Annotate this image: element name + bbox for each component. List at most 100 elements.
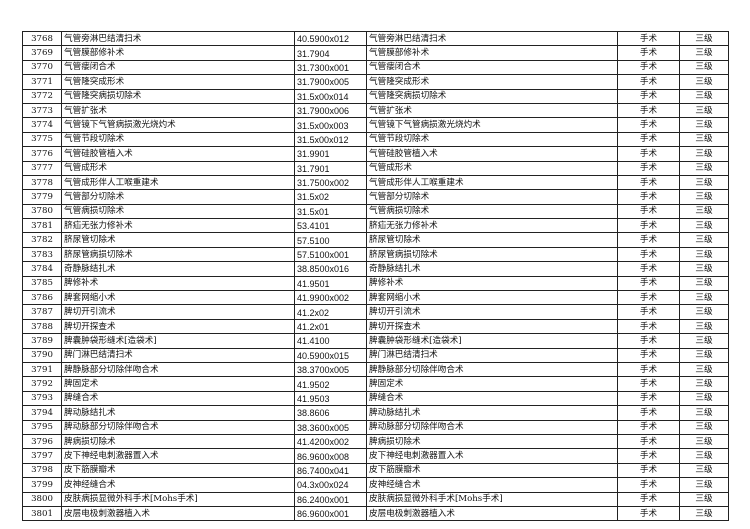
table-row: 3781 脐疝无张力修补术 53.4101 脐疝无张力修补术 手术 三级 — [22, 218, 729, 234]
procedure-type: 手术 — [617, 88, 680, 104]
procedure-level: 三级 — [679, 59, 729, 76]
procedure-name-alt: 气管病损切除术 — [366, 203, 618, 220]
table-row: 3774 气管镜下气管病损激光烧灼术 31.5x00x003 气管镜下气管病损激光烧灼… — [22, 117, 729, 133]
procedure-name: 气管节段切除术 — [61, 131, 295, 148]
row-index: 3768 — [22, 30, 62, 47]
row-index: 3772 — [22, 88, 62, 104]
procedure-type: 手术 — [617, 347, 680, 363]
procedure-level: 三级 — [679, 333, 729, 349]
procedure-code: 31.7901 — [294, 160, 367, 176]
procedure-level: 三级 — [679, 131, 729, 148]
procedure-level: 三级 — [679, 419, 729, 435]
procedure-type: 手术 — [617, 261, 680, 277]
procedure-name: 脾缝合术 — [61, 390, 295, 407]
procedure-code: 31.5x00x003 — [294, 117, 367, 133]
procedure-code: 41.9503 — [294, 390, 367, 407]
procedure-name: 脾动脉结扎术 — [61, 405, 295, 421]
procedure-name-alt: 气管成形术 — [366, 160, 618, 176]
procedure-type: 手术 — [617, 74, 680, 90]
row-index: 3796 — [22, 433, 62, 450]
procedure-type: 手术 — [617, 390, 680, 407]
procedure-name-alt: 脾套网缩小术 — [366, 290, 618, 306]
procedure-name: 皮下神经电刺激器置入术 — [61, 448, 295, 464]
procedure-name-alt: 奇静脉结扎术 — [366, 261, 618, 277]
procedure-name: 脐尿管切除术 — [61, 232, 295, 248]
table-row: 3780 气管病损切除术 31.5x01 气管病损切除术 手术 三级 — [22, 203, 729, 220]
procedure-name-alt: 脾病损切除术 — [366, 433, 618, 450]
row-index: 3777 — [22, 160, 62, 176]
procedure-name: 皮层电极刺激器植入术 — [61, 505, 295, 522]
procedure-name: 气管硅胶管植入术 — [61, 146, 295, 162]
procedure-name: 脾囊肿袋形缝术[造袋术] — [61, 333, 295, 349]
procedure-name: 气管部分切除术 — [61, 189, 295, 205]
procedure-code: 86.7400x041 — [294, 462, 367, 479]
procedure-level: 三级 — [679, 232, 729, 248]
procedure-type: 手术 — [617, 218, 680, 234]
row-index: 3800 — [22, 491, 62, 507]
procedure-name: 皮神经缝合术 — [61, 477, 295, 493]
procedure-level: 三级 — [679, 304, 729, 320]
procedure-type: 手术 — [617, 361, 680, 378]
procedure-type: 手术 — [617, 160, 680, 176]
procedure-type: 手术 — [617, 333, 680, 349]
row-index: 3781 — [22, 218, 62, 234]
procedure-code: 31.7500x002 — [294, 174, 367, 191]
table-row: 3789 脾囊肿袋形缝术[造袋术] 41.4100 脾囊肿袋形缝术[造袋术] 手术 三级 — [22, 333, 729, 349]
procedure-level: 三级 — [679, 347, 729, 363]
procedure-code: 31.7300x001 — [294, 59, 367, 76]
procedure-code: 41.2x01 — [294, 318, 367, 335]
procedure-type: 手术 — [617, 146, 680, 162]
procedure-code: 31.7900x006 — [294, 102, 367, 119]
row-index: 3792 — [22, 376, 62, 392]
procedure-table: 3768 气管旁淋巴结清扫术 40.5900x012 气管旁淋巴结清扫术 手术 三级 376… — [22, 30, 729, 522]
row-index: 3776 — [22, 146, 62, 162]
procedure-name: 奇静脉结扎术 — [61, 261, 295, 277]
procedure-name-alt: 脾固定术 — [366, 376, 618, 392]
procedure-name-alt: 气管瘘闭合术 — [366, 59, 618, 76]
row-index: 3799 — [22, 477, 62, 493]
table-row: 3790 脾门淋巴结清扫术 40.5900x015 脾门淋巴结清扫术 手术 三级 — [22, 347, 729, 363]
row-index: 3775 — [22, 131, 62, 148]
row-index: 3787 — [22, 304, 62, 320]
procedure-type: 手术 — [617, 419, 680, 435]
procedure-level: 三级 — [679, 160, 729, 176]
table-row: 3799 皮神经缝合术 04.3x00x024 皮神经缝合术 手术 三级 — [22, 477, 729, 493]
table-row: 3791 脾静脉部分切除伴吻合术 38.3700x005 脾静脉部分切除伴吻合术 手术三… — [22, 361, 729, 378]
procedure-name-alt: 气管镜下气管病损激光烧灼术 — [366, 117, 618, 133]
procedure-level: 三级 — [679, 174, 729, 191]
procedure-name: 脾修补术 — [61, 275, 295, 292]
row-index: 3773 — [22, 102, 62, 119]
procedure-code: 41.2x02 — [294, 304, 367, 320]
procedure-code: 86.9600x008 — [294, 448, 367, 464]
procedure-level: 三级 — [679, 462, 729, 479]
procedure-type: 手术 — [617, 304, 680, 320]
row-index: 3791 — [22, 361, 62, 378]
procedure-level: 三级 — [679, 491, 729, 507]
procedure-level: 三级 — [679, 102, 729, 119]
procedure-type: 手术 — [617, 45, 680, 61]
row-index: 3788 — [22, 318, 62, 335]
table-row: 3785 脾修补术 41.9501 脾修补术 手术 三级 — [22, 275, 729, 292]
procedure-level: 三级 — [679, 74, 729, 90]
procedure-level: 三级 — [679, 505, 729, 522]
procedure-code: 41.9501 — [294, 275, 367, 292]
procedure-name-alt: 气管硅胶管植入术 — [366, 146, 618, 162]
procedure-type: 手术 — [617, 405, 680, 421]
table-row: 3792 脾固定术 41.9502 脾固定术 手术 三级 — [22, 376, 729, 392]
table-row: 3784 奇静脉结扎术 38.8500x016 奇静脉结扎术 手术 三级 — [22, 261, 729, 277]
procedure-name-alt: 脾动脉部分切除伴吻合术 — [366, 419, 618, 435]
procedure-type: 手术 — [617, 477, 680, 493]
table-row: 3795 脾动脉部分切除伴吻合术 38.3600x005 脾动脉部分切除伴吻合术 手术三… — [22, 419, 729, 435]
procedure-code: 31.5x01 — [294, 203, 367, 220]
procedure-name-alt: 皮下神经电刺激器置入术 — [366, 448, 618, 464]
procedure-name: 脾动脉部分切除伴吻合术 — [61, 419, 295, 435]
procedure-name-alt: 脾静脉部分切除伴吻合术 — [366, 361, 618, 378]
procedure-code: 57.5100 — [294, 232, 367, 248]
procedure-type: 手术 — [617, 433, 680, 450]
row-index: 3784 — [22, 261, 62, 277]
procedure-level: 三级 — [679, 275, 729, 292]
procedure-type: 手术 — [617, 203, 680, 220]
procedure-name: 气管成形术 — [61, 160, 295, 176]
procedure-name: 皮肤病损显微外科手术[Mohs手术] — [61, 491, 295, 507]
table-row: 3796 脾病损切除术 41.4200x002 脾病损切除术 手术 三级 — [22, 433, 729, 450]
